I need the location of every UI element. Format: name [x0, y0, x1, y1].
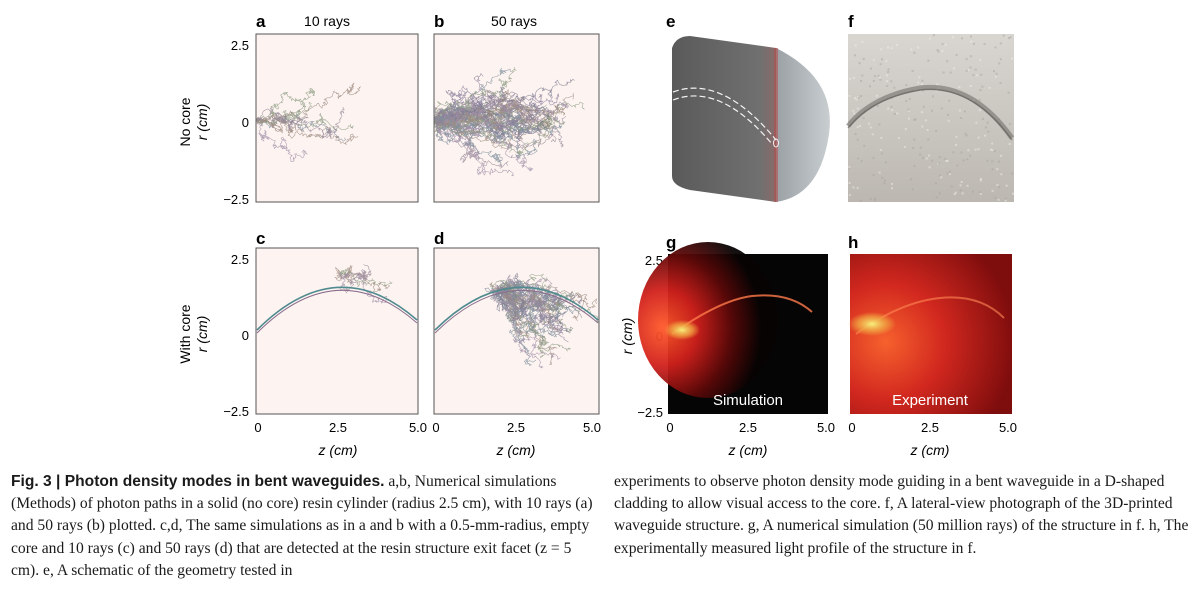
figure-3: No core r (cm) With core r (cm) a 10 ray… [177, 12, 1017, 458]
ytick-a-mid: 0 [242, 115, 249, 130]
xtick-h-0: 0 [848, 420, 855, 435]
panel-letter-g: g [666, 233, 676, 252]
xlabel-h: z (cm) [910, 442, 950, 458]
overlay-simulation: Simulation [713, 392, 783, 409]
xtick-h-mid: 2.5 [921, 420, 939, 435]
xtick-g-end: 5.0 [817, 420, 835, 435]
xtick-c-0: 0 [254, 420, 261, 435]
ytick-a-bot: −2.5 [223, 192, 249, 207]
overlay-experiment: Experiment [892, 392, 969, 409]
figure-label: Fig. 3 | Photon density modes in bent wa… [11, 473, 385, 490]
xlabel-g: z (cm) [728, 442, 768, 458]
xtick-g-0: 0 [666, 420, 673, 435]
ytick-a-top: 2.5 [231, 38, 249, 53]
waveguide-photograph [846, 34, 1015, 202]
ytick-c-bot: −2.5 [223, 404, 249, 419]
xlabel-d: z (cm) [496, 442, 536, 458]
panel-letter-c: c [256, 229, 265, 248]
ray-paths-c [256, 263, 418, 334]
d-shaped-waveguide-schematic [672, 36, 830, 202]
ray-paths-b [434, 66, 585, 177]
caption-left-text: a,b, Numerical simulations (Methods) of … [11, 473, 593, 579]
panel-title-b: 50 rays [491, 13, 537, 29]
xtick-d-0: 0 [432, 420, 439, 435]
panel-letter-d: d [434, 229, 444, 248]
xtick-h-end: 5.0 [999, 420, 1017, 435]
xtick-d-mid: 2.5 [507, 420, 525, 435]
xtick-c-end: 5.0 [409, 420, 427, 435]
caption-right-column: experiments to observe photon density mo… [614, 471, 1194, 560]
xtick-g-mid: 2.5 [739, 420, 757, 435]
ylabel-g: r (cm) [619, 318, 635, 355]
ray-paths-a [256, 82, 362, 162]
ytick-g-bot: −2.5 [637, 405, 663, 420]
panel-letter-a: a [256, 12, 266, 31]
ytick-c-mid: 0 [242, 328, 249, 343]
ytick-g-top: 2.5 [645, 253, 663, 268]
ray-paths-d [434, 272, 599, 369]
row-label-no-core: No core [177, 97, 193, 146]
caption-left-column: Fig. 3 | Photon density modes in bent wa… [11, 471, 597, 582]
panel-letter-e: e [666, 12, 675, 31]
row-ylabel-top: r (cm) [194, 104, 210, 141]
panel-letter-b: b [434, 12, 444, 31]
xtick-d-end: 5.0 [583, 420, 601, 435]
caption-right-text: experiments to observe photon density mo… [614, 473, 1189, 557]
ytick-c-top: 2.5 [231, 252, 249, 267]
panel-letter-h: h [848, 233, 858, 252]
xlabel-c: z (cm) [318, 442, 358, 458]
simulation-heatmap [638, 242, 828, 414]
row-ylabel-bottom: r (cm) [194, 316, 210, 353]
panel-title-a: 10 rays [304, 13, 350, 29]
panel-letter-f: f [848, 12, 854, 31]
row-label-with-core: With core [177, 304, 193, 363]
experiment-heatmap [848, 254, 1012, 414]
xtick-c-mid: 2.5 [329, 420, 347, 435]
